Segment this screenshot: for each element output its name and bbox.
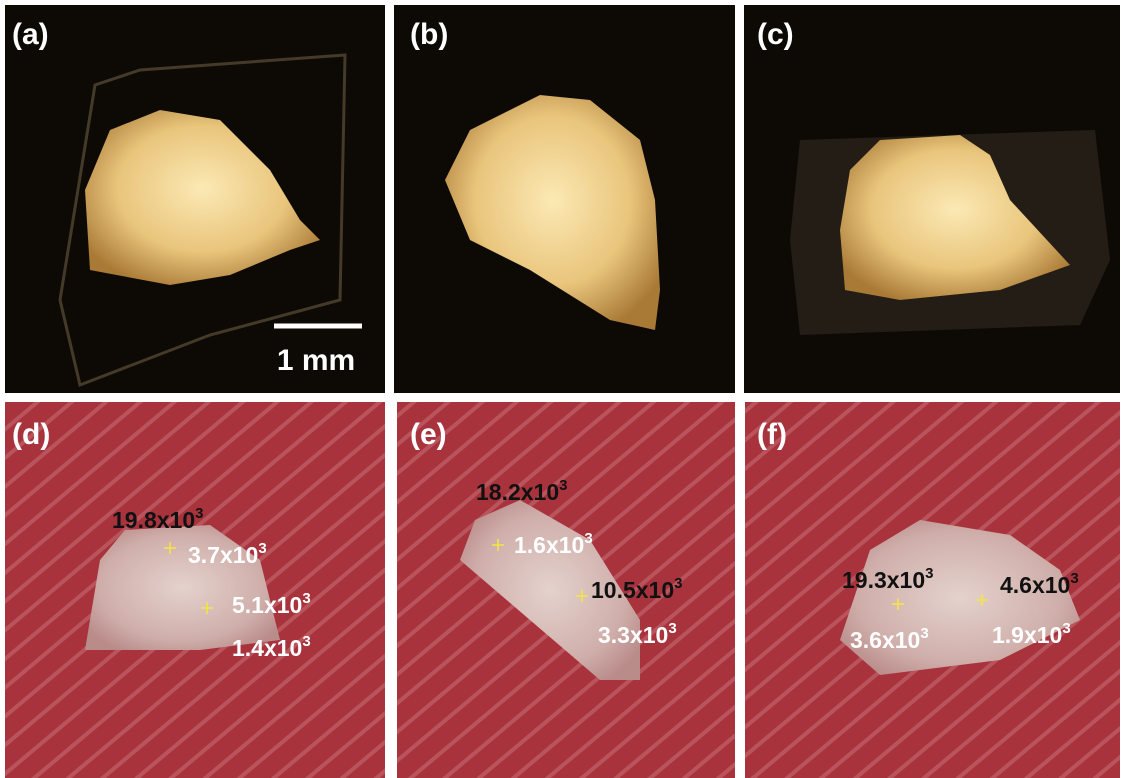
annotation: 18.2x103 (476, 477, 567, 505)
panel-label: (b) (410, 18, 448, 51)
annotation: 1.6x103 (514, 530, 593, 558)
annotation: 3.6x103 (850, 625, 929, 653)
scale-bar-label: 1 mm (277, 344, 355, 377)
panel-label: (e) (410, 418, 447, 451)
annotation: 10.5x103 (591, 575, 682, 603)
annotation: 3.3x103 (598, 620, 677, 648)
annotation: 5.1x103 (232, 590, 311, 618)
annotation: 19.3x103 (842, 565, 933, 593)
annotation: 3.7x103 (188, 540, 267, 568)
annotation: 1.4x103 (232, 633, 311, 661)
panel-label: (a) (12, 18, 49, 51)
panel-label: (d) (12, 418, 50, 451)
figure: 1 mm (a) (b) (c) (d) (e) (f) 19.8x103 3.… (0, 0, 1128, 778)
annotation: 4.6x103 (1000, 570, 1079, 598)
panel-label: (c) (757, 18, 794, 51)
annotation: 19.8x103 (112, 505, 203, 533)
annotation: 1.9x103 (992, 620, 1071, 648)
panel-label: (f) (757, 418, 787, 451)
